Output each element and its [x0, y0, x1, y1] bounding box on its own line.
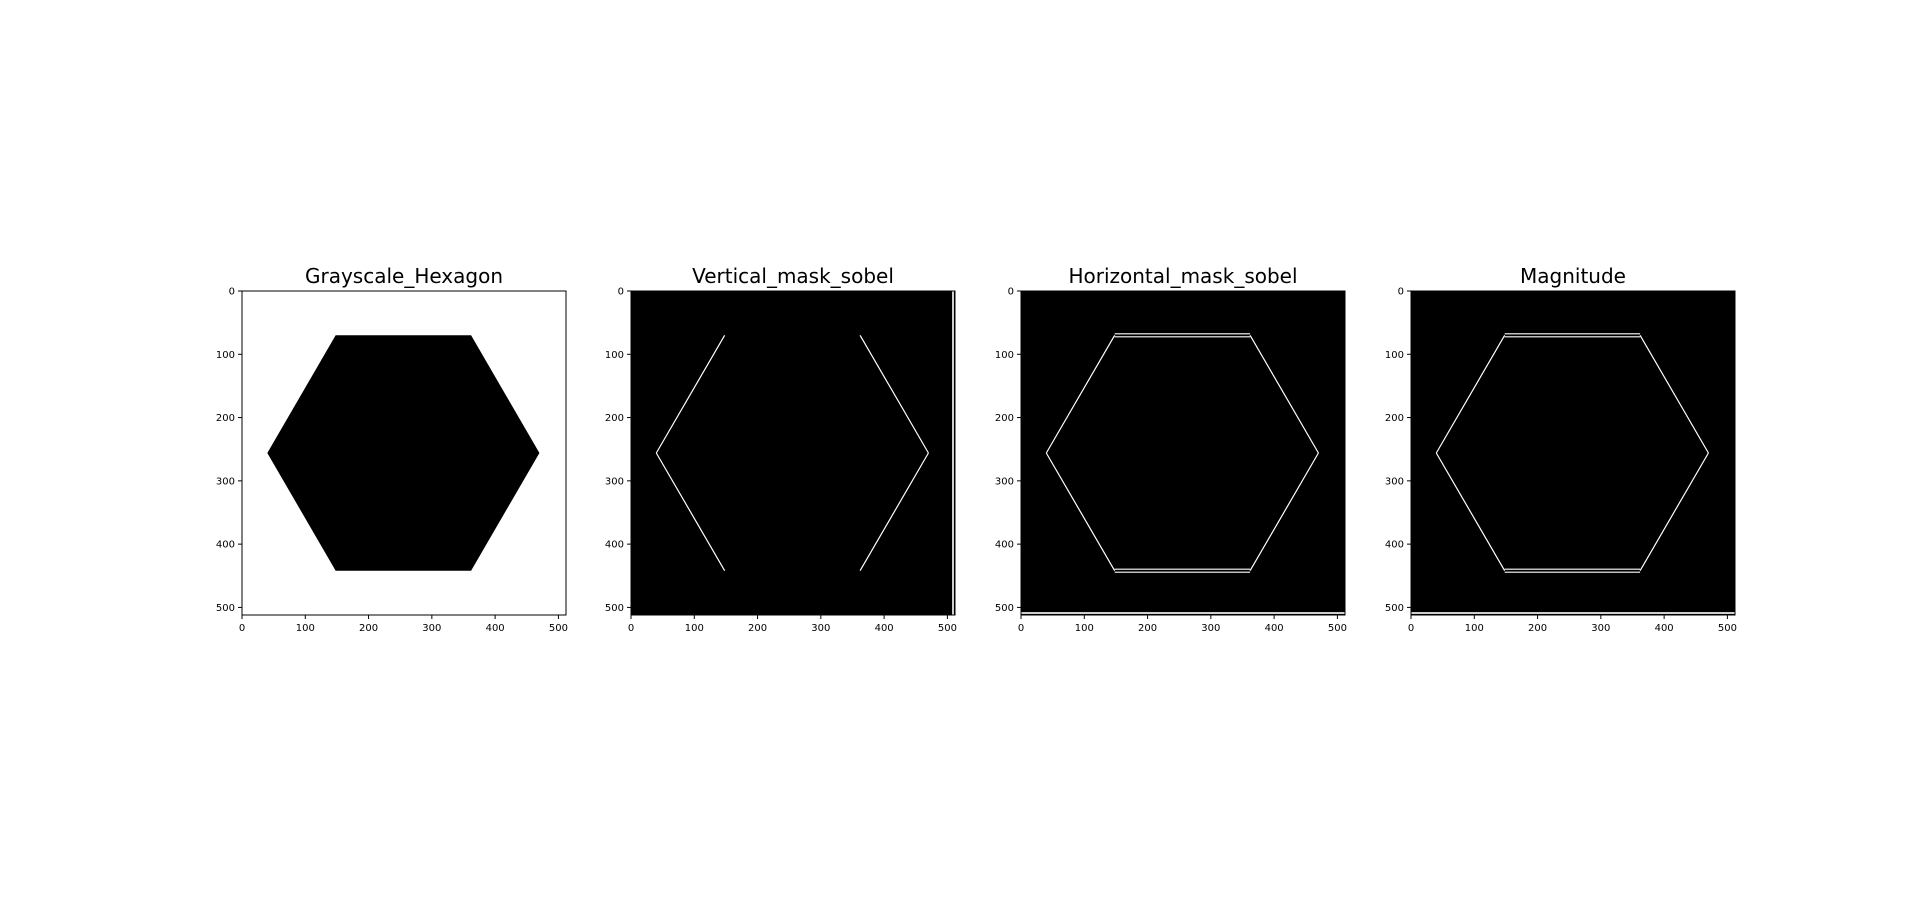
x-tick-label: 300	[1201, 623, 1220, 634]
x-tick-label: 500	[938, 623, 957, 634]
x-tick-label: 100	[685, 623, 704, 634]
axes-frame	[1020, 290, 1346, 616]
y-tick-label: 0	[618, 287, 624, 298]
x-tick-label: 300	[422, 623, 441, 634]
panel-3: Horizontal_mask_sobel 0 100 200 300 400 500 0 10…	[995, 264, 1347, 634]
panel-1: Grayscale_Hexagon 0 100 200 300 400 500 0 100 200…	[216, 264, 568, 634]
x-tick-label: 100	[1465, 623, 1484, 634]
y-tick-label: 300	[216, 476, 235, 487]
y-tick-label: 400	[1385, 540, 1404, 551]
x-tick-label: 200	[748, 623, 767, 634]
panel-2: Vertical_mask_sobel 0 100 200 300 400 500 0 100 2…	[605, 264, 957, 634]
edge-upper-left	[1435, 334, 1506, 454]
edge-upper-right	[1249, 334, 1319, 454]
y-tick-label: 100	[216, 350, 235, 361]
x-tick-label: 500	[1718, 623, 1737, 634]
y-tick-label: 100	[995, 350, 1014, 361]
x-tick-label: 200	[1138, 623, 1157, 634]
x-tick-label: 0	[1018, 623, 1024, 634]
edge-lower-right	[1249, 452, 1319, 572]
x-tick-label: 300	[1591, 623, 1610, 634]
x-tick-label: 500	[549, 623, 568, 634]
panel-title: Grayscale_Hexagon	[305, 264, 503, 288]
hexagon-shape	[267, 335, 540, 571]
y-tick-label: 200	[216, 413, 235, 424]
x-tick-label: 0	[239, 623, 245, 634]
edge-lower-left	[655, 452, 726, 572]
edge-upper-right	[859, 334, 929, 454]
image-background	[1411, 291, 1735, 615]
edge-upper-right	[1639, 334, 1709, 454]
edge-lower-left	[1435, 452, 1506, 572]
panel-title: Horizontal_mask_sobel	[1068, 264, 1297, 288]
x-tick-label: 100	[1075, 623, 1094, 634]
y-tick-label: 400	[995, 540, 1014, 551]
y-tick-label: 0	[1398, 287, 1404, 298]
x-tick-label: 100	[296, 623, 315, 634]
y-tick-label: 300	[995, 476, 1014, 487]
edge-lower-left	[1045, 452, 1116, 572]
panel-title: Vertical_mask_sobel	[692, 264, 894, 288]
x-tick-label: 200	[1528, 623, 1547, 634]
y-tick-label: 100	[1385, 350, 1404, 361]
x-tick-label: 0	[1408, 623, 1414, 634]
x-tick-label: 400	[486, 623, 505, 634]
image-background	[631, 291, 955, 615]
edge-lower-right	[1639, 452, 1709, 572]
y-tick-label: 500	[216, 603, 235, 614]
edge-upper-left	[1045, 334, 1116, 454]
y-tick-label: 200	[995, 413, 1014, 424]
y-tick-label: 100	[605, 350, 624, 361]
y-tick-label: 300	[605, 476, 624, 487]
edge-upper-left	[655, 334, 726, 454]
panel-title: Magnitude	[1520, 264, 1626, 288]
x-tick-label: 400	[1265, 623, 1284, 634]
y-tick-label: 400	[605, 540, 624, 551]
image-background	[1021, 291, 1345, 615]
x-tick-label: 400	[1655, 623, 1674, 634]
y-tick-label: 0	[1008, 287, 1014, 298]
y-tick-label: 200	[605, 413, 624, 424]
y-tick-label: 200	[1385, 413, 1404, 424]
y-tick-label: 500	[995, 603, 1014, 614]
edge-lower-right	[859, 452, 929, 572]
y-tick-label: 500	[1385, 603, 1404, 614]
x-tick-label: 0	[628, 623, 634, 634]
y-tick-label: 400	[216, 540, 235, 551]
axes-frame	[1410, 290, 1736, 616]
x-tick-label: 400	[875, 623, 894, 634]
y-tick-label: 300	[1385, 476, 1404, 487]
y-tick-label: 500	[605, 603, 624, 614]
axes-frame	[241, 290, 567, 616]
x-tick-label: 500	[1328, 623, 1347, 634]
x-tick-label: 300	[811, 623, 830, 634]
y-tick-label: 0	[229, 287, 235, 298]
axes-frame	[630, 290, 956, 616]
panel-4: Magnitude 0 100 200 300 400 500 0 100 200 300 400 50…	[1385, 264, 1737, 634]
x-tick-label: 200	[359, 623, 378, 634]
